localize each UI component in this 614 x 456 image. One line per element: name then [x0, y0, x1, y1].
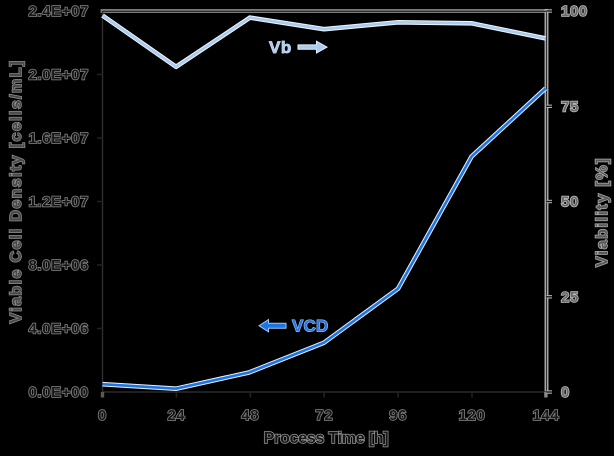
svg-text:25: 25	[561, 289, 579, 306]
svg-text:1.2E+07: 1.2E+07	[28, 194, 89, 211]
svg-text:2.0E+07: 2.0E+07	[28, 67, 89, 84]
svg-text:Viable Cell Density [cells/mL]: Viable Cell Density [cells/mL]	[8, 59, 25, 323]
svg-text:Viability [%]: Viability [%]	[594, 157, 611, 267]
svg-text:96: 96	[389, 407, 407, 424]
svg-text:Vb: Vb	[269, 38, 292, 57]
svg-text:4.0E+06: 4.0E+06	[28, 321, 89, 338]
svg-text:24: 24	[167, 407, 185, 424]
svg-text:120: 120	[459, 407, 486, 424]
svg-text:VCD: VCD	[292, 317, 329, 336]
svg-text:0.0E+00: 0.0E+00	[28, 384, 89, 401]
svg-text:50: 50	[561, 194, 579, 211]
svg-text:72: 72	[315, 407, 333, 424]
svg-text:8.0E+06: 8.0E+06	[28, 257, 89, 274]
svg-text:100: 100	[561, 3, 588, 20]
svg-text:0: 0	[98, 407, 107, 424]
svg-text:75: 75	[561, 98, 579, 115]
svg-text:Process Time [h]: Process Time [h]	[264, 430, 389, 447]
svg-text:2.4E+07: 2.4E+07	[28, 3, 89, 20]
svg-text:0: 0	[561, 384, 570, 401]
svg-text:144: 144	[532, 407, 559, 424]
svg-text:48: 48	[241, 407, 259, 424]
svg-text:1.6E+07: 1.6E+07	[28, 130, 89, 147]
